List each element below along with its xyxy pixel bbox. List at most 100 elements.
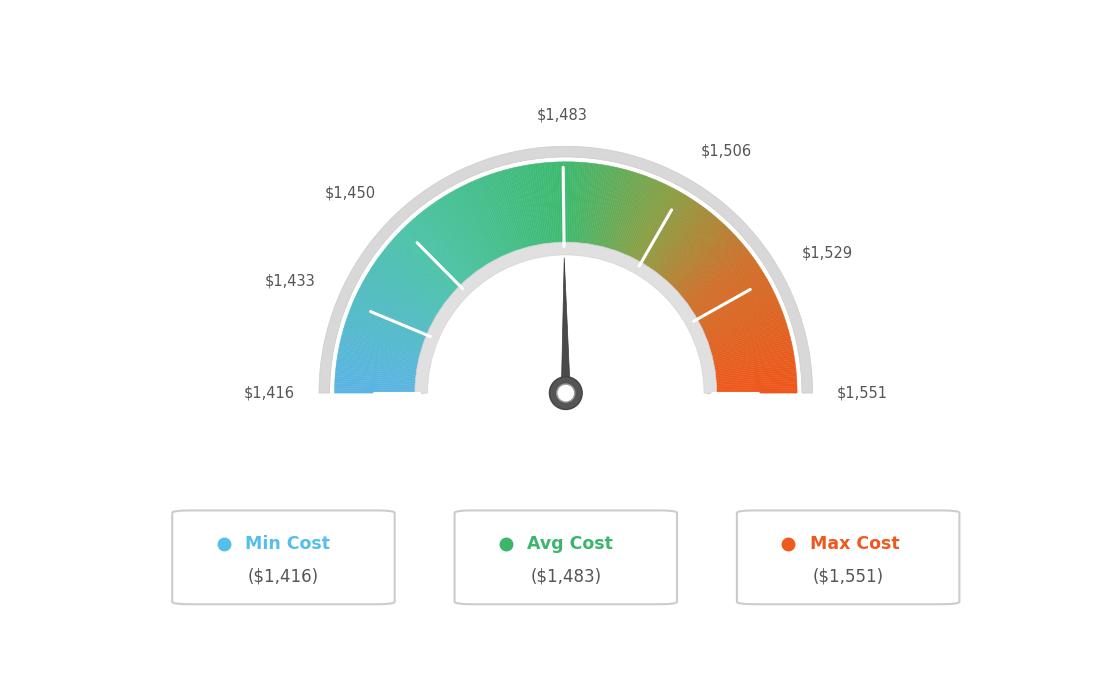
Wedge shape <box>591 166 609 255</box>
Wedge shape <box>352 302 436 338</box>
Wedge shape <box>707 376 797 384</box>
Wedge shape <box>335 381 425 387</box>
Wedge shape <box>567 161 571 252</box>
Wedge shape <box>704 347 793 366</box>
Wedge shape <box>640 197 690 274</box>
Wedge shape <box>471 181 510 264</box>
Wedge shape <box>354 297 437 336</box>
Wedge shape <box>694 297 777 336</box>
Wedge shape <box>446 194 493 273</box>
Wedge shape <box>511 168 533 256</box>
Wedge shape <box>704 352 794 370</box>
Wedge shape <box>339 345 428 365</box>
Wedge shape <box>677 251 750 308</box>
Wedge shape <box>586 164 602 254</box>
Wedge shape <box>421 212 478 284</box>
Wedge shape <box>378 257 452 311</box>
Wedge shape <box>411 219 473 288</box>
Wedge shape <box>582 164 595 253</box>
Wedge shape <box>478 178 513 262</box>
Wedge shape <box>707 386 797 390</box>
Wedge shape <box>650 208 705 281</box>
Text: $1,506: $1,506 <box>701 144 752 159</box>
Wedge shape <box>407 223 470 290</box>
Wedge shape <box>415 242 716 393</box>
Wedge shape <box>697 308 782 342</box>
Wedge shape <box>684 269 763 319</box>
Wedge shape <box>664 226 728 293</box>
Wedge shape <box>638 194 686 273</box>
Wedge shape <box>688 277 767 324</box>
Wedge shape <box>542 163 552 253</box>
Wedge shape <box>386 246 457 304</box>
Wedge shape <box>513 168 535 256</box>
Wedge shape <box>639 195 688 273</box>
Wedge shape <box>397 233 464 297</box>
Wedge shape <box>619 179 656 263</box>
Wedge shape <box>382 251 455 308</box>
Wedge shape <box>372 265 448 316</box>
Wedge shape <box>436 200 488 277</box>
Wedge shape <box>346 319 432 350</box>
Wedge shape <box>636 193 683 272</box>
Wedge shape <box>549 162 556 253</box>
Text: $1,416: $1,416 <box>244 386 295 401</box>
Wedge shape <box>694 299 778 337</box>
Wedge shape <box>442 197 491 274</box>
Wedge shape <box>367 273 445 322</box>
Wedge shape <box>645 201 698 277</box>
Wedge shape <box>646 203 700 278</box>
Wedge shape <box>528 165 544 254</box>
Wedge shape <box>692 290 774 332</box>
Wedge shape <box>631 188 676 269</box>
Wedge shape <box>524 165 542 255</box>
Wedge shape <box>703 340 792 362</box>
Wedge shape <box>700 322 786 351</box>
Wedge shape <box>456 188 500 269</box>
Wedge shape <box>340 340 428 362</box>
Wedge shape <box>690 284 771 328</box>
Wedge shape <box>424 209 480 282</box>
Wedge shape <box>697 306 781 341</box>
Wedge shape <box>705 364 796 377</box>
Wedge shape <box>616 177 651 262</box>
Wedge shape <box>482 176 517 262</box>
Wedge shape <box>702 333 789 358</box>
Wedge shape <box>319 146 813 393</box>
Wedge shape <box>335 391 425 393</box>
Wedge shape <box>613 175 644 260</box>
Text: Min Cost: Min Cost <box>245 535 330 553</box>
Wedge shape <box>603 170 628 257</box>
Wedge shape <box>426 208 481 281</box>
Wedge shape <box>539 163 551 253</box>
Wedge shape <box>707 369 796 380</box>
Wedge shape <box>702 331 789 357</box>
Wedge shape <box>702 335 790 359</box>
Wedge shape <box>340 343 428 364</box>
Wedge shape <box>432 203 486 278</box>
Wedge shape <box>677 249 749 306</box>
Text: $1,450: $1,450 <box>325 186 375 201</box>
Wedge shape <box>348 313 434 345</box>
Wedge shape <box>559 162 563 252</box>
Wedge shape <box>338 355 427 371</box>
Wedge shape <box>349 310 434 344</box>
Wedge shape <box>596 168 618 256</box>
Wedge shape <box>374 261 450 314</box>
Wedge shape <box>357 293 438 333</box>
Text: $1,433: $1,433 <box>265 274 316 288</box>
Wedge shape <box>669 235 736 297</box>
Wedge shape <box>458 187 501 268</box>
Wedge shape <box>485 175 518 261</box>
Wedge shape <box>680 257 754 311</box>
Wedge shape <box>438 199 489 275</box>
Wedge shape <box>453 190 498 270</box>
Text: ($1,483): ($1,483) <box>530 568 602 586</box>
Wedge shape <box>707 371 796 382</box>
Wedge shape <box>455 189 499 270</box>
Wedge shape <box>701 328 788 355</box>
Wedge shape <box>580 163 590 253</box>
Wedge shape <box>590 165 607 255</box>
Wedge shape <box>347 317 433 348</box>
Wedge shape <box>605 171 633 258</box>
